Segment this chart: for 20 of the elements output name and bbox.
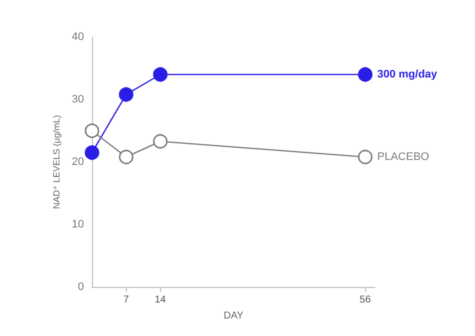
y-axis-title: NAD⁺ LEVELS (µg/mL) (51, 115, 62, 209)
point (118, 87, 134, 102)
x-tick-label: 56 (360, 294, 372, 306)
point (153, 67, 168, 82)
y-tick-label: 30 (72, 94, 84, 106)
x-tick-label: 14 (154, 294, 166, 306)
point (118, 150, 134, 164)
x-tick-label: 7 (123, 294, 130, 306)
y-tick-label: 10 (72, 218, 84, 230)
series-label: 300 mg/day (377, 68, 438, 80)
y-tick-label: 40 (72, 31, 84, 43)
y-tick-label: 20 (72, 156, 84, 168)
series-label: PLACEBO (377, 151, 430, 163)
x-axis-title: DAY (224, 310, 244, 322)
y-tick-label: 0 (78, 281, 84, 293)
point (84, 124, 100, 138)
point (84, 145, 100, 160)
point (358, 67, 372, 82)
point (153, 134, 168, 149)
point (358, 150, 372, 164)
